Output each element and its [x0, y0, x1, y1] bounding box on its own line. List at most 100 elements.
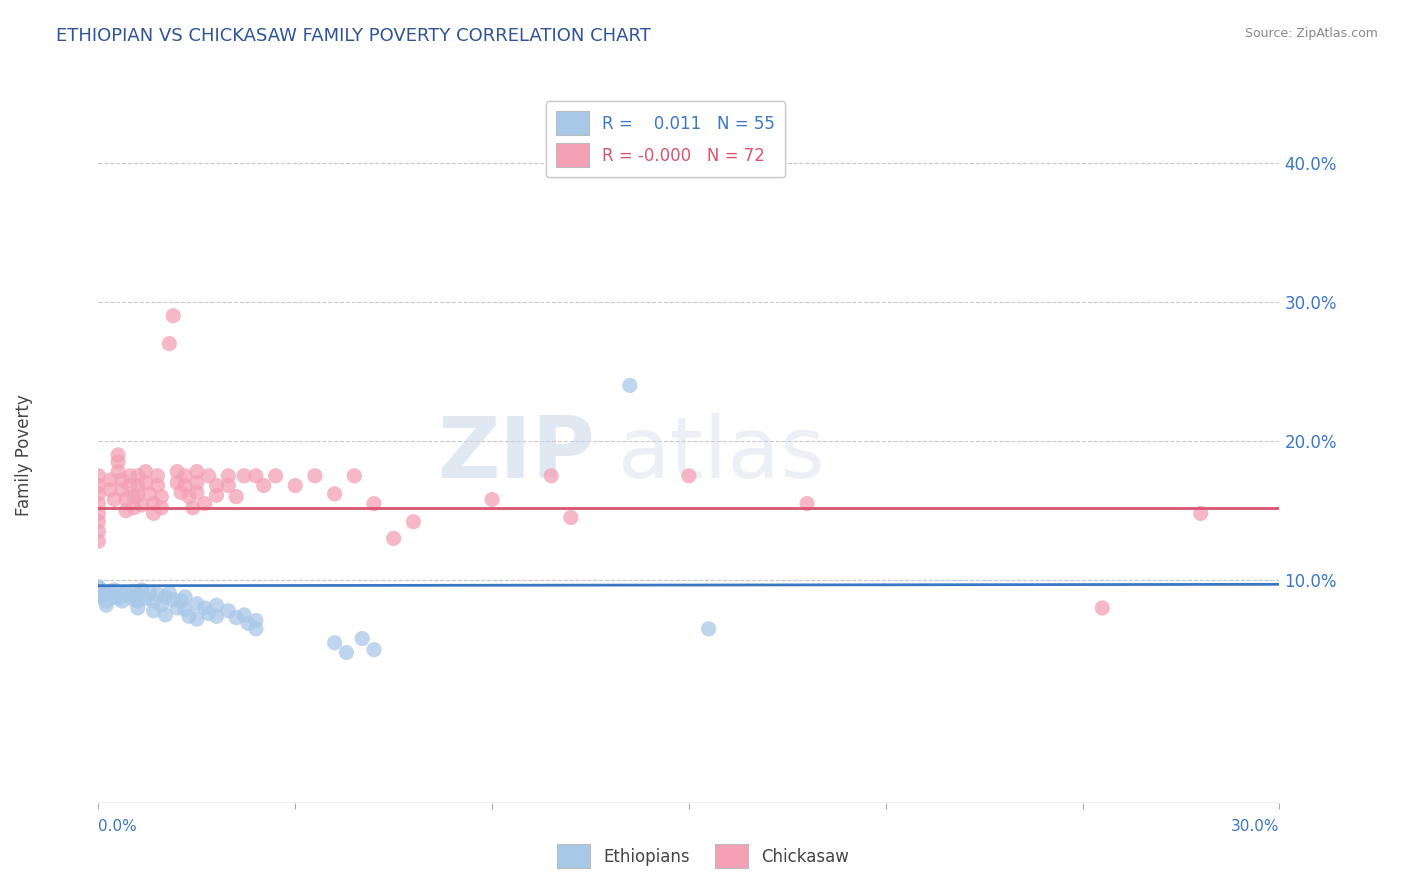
Point — [111, 587, 134, 601]
Point — [87, 524, 110, 539]
Point — [103, 492, 125, 507]
Legend: Ethiopians, Chickasaw: Ethiopians, Chickasaw — [550, 838, 856, 875]
Point — [87, 584, 110, 599]
Point — [87, 580, 110, 594]
Point — [127, 601, 149, 615]
Point — [343, 468, 366, 483]
Point — [233, 468, 256, 483]
Point — [115, 585, 138, 599]
Point — [115, 503, 138, 517]
Point — [107, 591, 129, 606]
Point — [352, 632, 374, 646]
Point — [87, 468, 110, 483]
Point — [166, 475, 188, 490]
Point — [107, 455, 129, 469]
Point — [363, 642, 385, 657]
Point — [225, 490, 247, 504]
Point — [363, 497, 385, 511]
Point — [150, 598, 173, 612]
Point — [1189, 507, 1212, 521]
Point — [118, 478, 141, 492]
Point — [131, 582, 153, 597]
Text: 30.0%: 30.0% — [1232, 820, 1279, 835]
Text: 0.0%: 0.0% — [98, 820, 138, 835]
Point — [181, 500, 204, 515]
Point — [118, 468, 141, 483]
Point — [111, 483, 134, 497]
Point — [186, 597, 208, 611]
Point — [177, 609, 200, 624]
Point — [205, 478, 228, 492]
Point — [127, 488, 149, 502]
Point — [162, 309, 184, 323]
Point — [96, 587, 118, 601]
Point — [87, 478, 110, 492]
Point — [127, 587, 149, 601]
Point — [174, 590, 197, 604]
Point — [127, 594, 149, 608]
Point — [146, 478, 169, 492]
Point — [335, 646, 357, 660]
Point — [111, 473, 134, 487]
Point — [122, 584, 145, 599]
Point — [233, 607, 256, 622]
Point — [142, 497, 165, 511]
Point — [138, 585, 160, 599]
Point — [170, 485, 193, 500]
Point — [186, 475, 208, 490]
Point — [1091, 601, 1114, 615]
Point — [481, 492, 503, 507]
Text: Source: ZipAtlas.com: Source: ZipAtlas.com — [1244, 27, 1378, 40]
Point — [304, 468, 326, 483]
Point — [157, 585, 180, 599]
Point — [560, 510, 582, 524]
Point — [225, 611, 247, 625]
Point — [87, 590, 110, 604]
Point — [98, 473, 121, 487]
Point — [678, 468, 700, 483]
Point — [174, 468, 197, 483]
Point — [98, 584, 121, 599]
Point — [87, 534, 110, 549]
Point — [619, 378, 641, 392]
Point — [177, 490, 200, 504]
Point — [87, 580, 110, 594]
Point — [186, 485, 208, 500]
Point — [107, 465, 129, 479]
Point — [127, 468, 149, 483]
Point — [402, 515, 425, 529]
Point — [264, 468, 287, 483]
Point — [245, 614, 267, 628]
Point — [174, 602, 197, 616]
Text: ZIP: ZIP — [437, 413, 595, 497]
Point — [197, 607, 219, 621]
Point — [186, 612, 208, 626]
Legend: R =    0.011   N = 55, R = -0.000   N = 72: R = 0.011 N = 55, R = -0.000 N = 72 — [546, 102, 785, 177]
Point — [96, 594, 118, 608]
Point — [194, 497, 217, 511]
Point — [115, 492, 138, 507]
Point — [103, 590, 125, 604]
Point — [382, 532, 405, 546]
Point — [205, 488, 228, 502]
Point — [284, 478, 307, 492]
Point — [217, 468, 239, 483]
Point — [150, 500, 173, 515]
Point — [323, 636, 346, 650]
Point — [236, 616, 259, 631]
Point — [142, 604, 165, 618]
Point — [166, 465, 188, 479]
Point — [194, 601, 217, 615]
Text: ETHIOPIAN VS CHICKASAW FAMILY POVERTY CORRELATION CHART: ETHIOPIAN VS CHICKASAW FAMILY POVERTY CO… — [56, 27, 651, 45]
Point — [323, 487, 346, 501]
Point — [118, 590, 141, 604]
Point — [111, 594, 134, 608]
Text: atlas: atlas — [619, 413, 827, 497]
Point — [540, 468, 562, 483]
Point — [217, 478, 239, 492]
Point — [135, 475, 157, 490]
Point — [96, 598, 118, 612]
Point — [197, 468, 219, 483]
Point — [245, 468, 267, 483]
Point — [157, 336, 180, 351]
